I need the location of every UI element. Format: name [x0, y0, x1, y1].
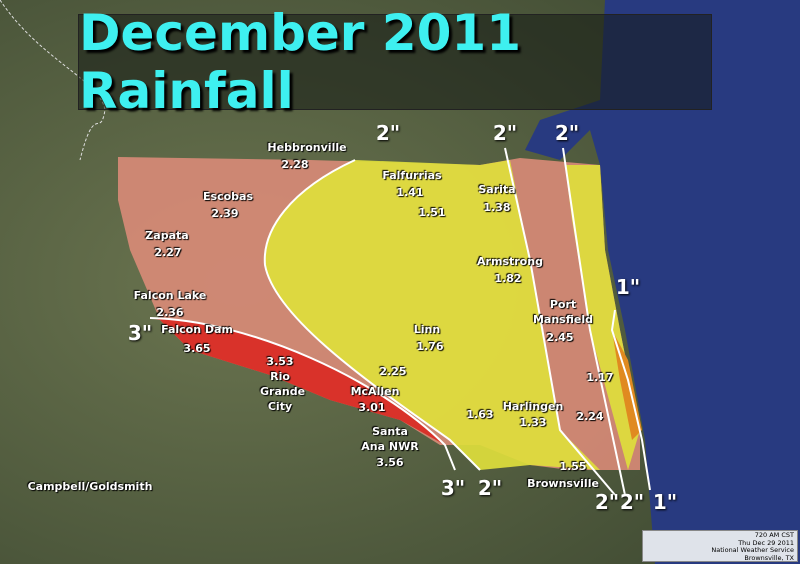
rainfall-amount: 3.01	[358, 401, 386, 414]
station-name: Zapata	[145, 229, 189, 242]
station-name: Escobas	[203, 190, 253, 203]
station-name: Brownsville	[527, 477, 599, 490]
contour-label: 3"	[127, 321, 153, 345]
rainfall-amount: 2.36	[156, 306, 184, 319]
rainfall-amount: 1.38	[483, 201, 511, 214]
rainfall-amount: 3.53	[266, 355, 294, 368]
station-name: Harlingen	[502, 400, 564, 413]
station-name: Port Mansfield	[532, 298, 593, 326]
contour-label: 2"	[554, 121, 580, 145]
contour-label: 3"	[440, 476, 466, 500]
contours	[149, 147, 651, 496]
contour-label: 2"	[594, 490, 620, 514]
contour-label: 2"	[477, 476, 503, 500]
station-name: Falfurrias	[382, 169, 442, 182]
footer-date: Thu Dec 29 2011	[738, 538, 794, 547]
region-1-2-coast	[565, 165, 640, 470]
rainfall-amount: 1.41	[396, 186, 424, 199]
station-name: Campbell/Goldsmith	[27, 480, 153, 493]
region-1	[612, 330, 642, 440]
rainfall-amount: 1.51	[418, 206, 446, 219]
rainfall-amount: 2.28	[281, 158, 309, 171]
rainfall-amount: 2.27	[154, 246, 182, 259]
rainfall-amount: 1.63	[466, 408, 494, 421]
rainfall-amount: 1.33	[519, 416, 547, 429]
rainfall-amount: 3.56	[376, 456, 404, 469]
footer-location: Brownsville, TX	[744, 553, 794, 562]
title: December 2011 Rainfall	[78, 4, 712, 120]
contour	[610, 309, 651, 491]
contour	[263, 159, 481, 471]
station-name: Hebbronville	[267, 141, 347, 154]
border	[0, 0, 106, 161]
station-name: Rio Grande City	[260, 370, 306, 413]
footer-time: 720 AM CST	[754, 531, 794, 539]
contour-label: 2"	[619, 490, 645, 514]
rainfall-amount: 2.25	[379, 365, 407, 378]
contour-label: 1"	[652, 490, 678, 514]
ocean	[525, 0, 800, 564]
contour-label: 2"	[492, 121, 518, 145]
rainfall-amount: 1.76	[416, 340, 444, 353]
station-name: Sarita	[478, 183, 516, 196]
contour-label: 2"	[375, 121, 401, 145]
station-name: Falcon Dam	[161, 323, 233, 336]
station-name: Linn	[413, 323, 441, 336]
rainfall-amount: 1.82	[494, 272, 522, 285]
station-name: Armstrong	[477, 255, 543, 268]
station-name: Santa Ana NWR	[361, 425, 419, 453]
contour	[149, 317, 456, 471]
station-name: Falcon Lake	[133, 289, 207, 302]
rainfall-amount: 3.65	[183, 342, 211, 355]
rainfall-amount: 1.17	[586, 371, 614, 384]
contour-label: 1"	[615, 275, 641, 299]
region-3	[150, 318, 445, 445]
rainfall-amount: 1.55	[559, 460, 587, 473]
station-name: McAllen	[350, 385, 400, 398]
footer-office: National Weather Service	[711, 546, 794, 554]
contour	[504, 147, 616, 496]
rainfall-amount: 2.24	[576, 410, 604, 423]
rainfall-amount: 2.45	[546, 331, 574, 344]
region-1-2	[264, 160, 600, 470]
contour	[562, 147, 626, 496]
footer: 720 AM CST Thu Dec 29 2011 National Weat…	[642, 530, 798, 562]
rainfall-amount: 2.39	[211, 207, 239, 220]
